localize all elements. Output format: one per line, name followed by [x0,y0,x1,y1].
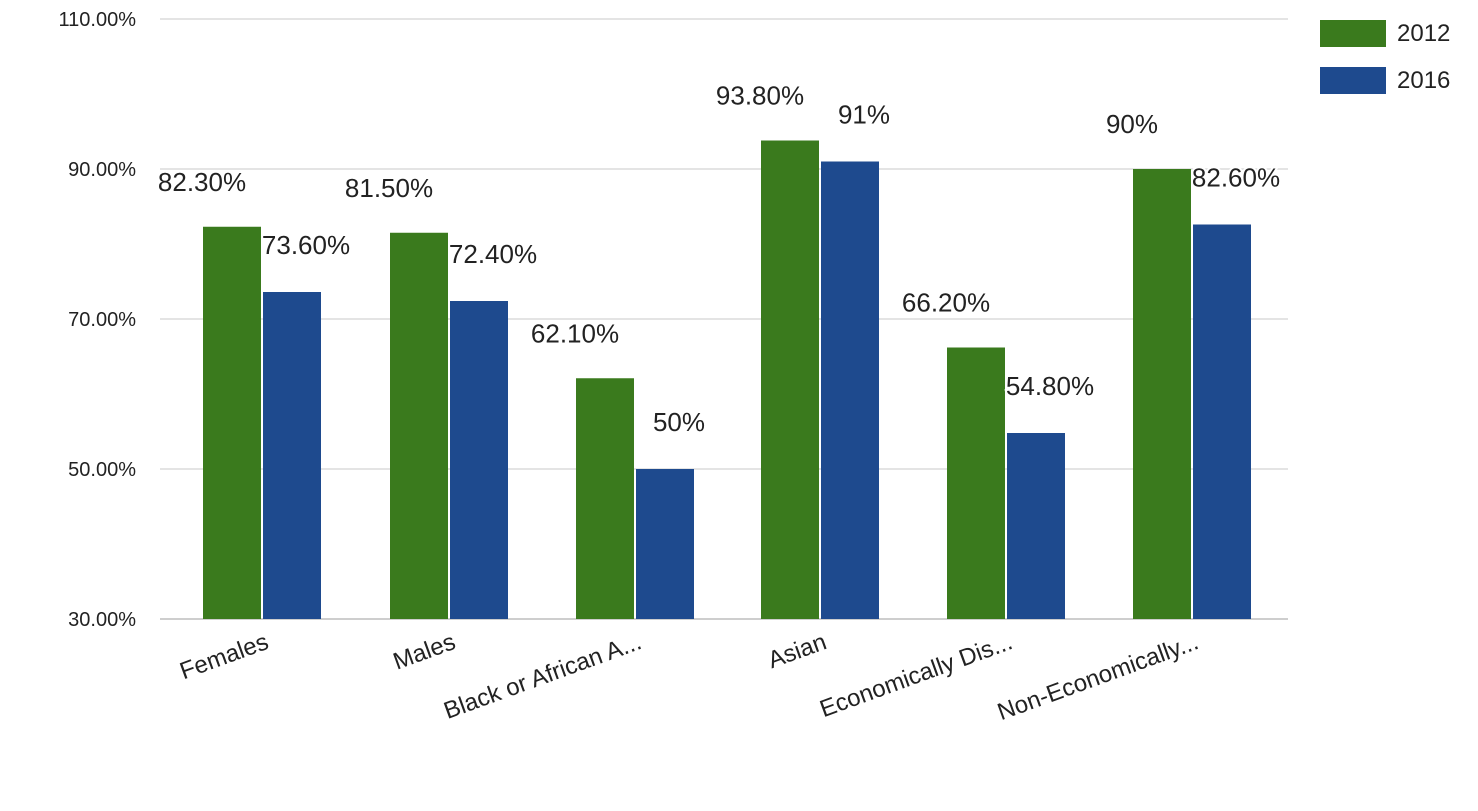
data-label-2012: 66.20% [902,288,990,318]
x-tick-label: Females [176,628,272,685]
bar-2012 [390,232,448,619]
bar-2012 [761,140,819,619]
bar-2016 [1193,224,1251,619]
data-label-2016: 50% [653,407,705,437]
data-label-2012: 81.50% [345,173,433,203]
data-label-2016: 72.40% [449,239,537,269]
data-label-2012: 90% [1106,109,1158,139]
data-label-2016: 91% [838,100,890,130]
data-label-2016: 73.60% [262,230,350,260]
data-label-2012: 62.10% [531,318,619,348]
bar-2012 [576,378,634,619]
bar-2016 [450,301,508,619]
legend-label: 2012 [1397,20,1450,47]
data-label-2016: 82.60% [1192,163,1280,193]
data-label-2012: 93.80% [716,81,804,111]
data-label-2016: 54.80% [1006,371,1094,401]
bar-2016 [821,161,879,619]
bar-2012 [203,226,261,619]
y-tick-label: 30.00% [68,609,136,631]
y-tick-label: 70.00% [68,309,136,331]
bar-2016 [636,469,694,619]
x-tick-label: Non-Economically... [994,628,1202,726]
legend-swatch-2012 [1320,20,1386,47]
x-tick-label: Males [390,628,459,675]
data-label-2012: 82.30% [158,167,246,197]
bar-2016 [1007,433,1065,619]
y-tick-label: 50.00% [68,459,136,481]
y-tick-label: 110.00% [59,9,137,31]
x-tick-label: Asian [764,628,830,674]
bar-2012 [947,347,1005,619]
y-tick-label: 90.00% [68,159,136,181]
x-tick-label: Black or African A... [440,628,645,725]
bar-2012 [1133,169,1191,619]
legend-label: 2016 [1397,67,1450,94]
bar-2016 [263,292,321,619]
x-tick-label: Economically Dis... [816,628,1016,723]
legend-swatch-2016 [1320,67,1386,94]
